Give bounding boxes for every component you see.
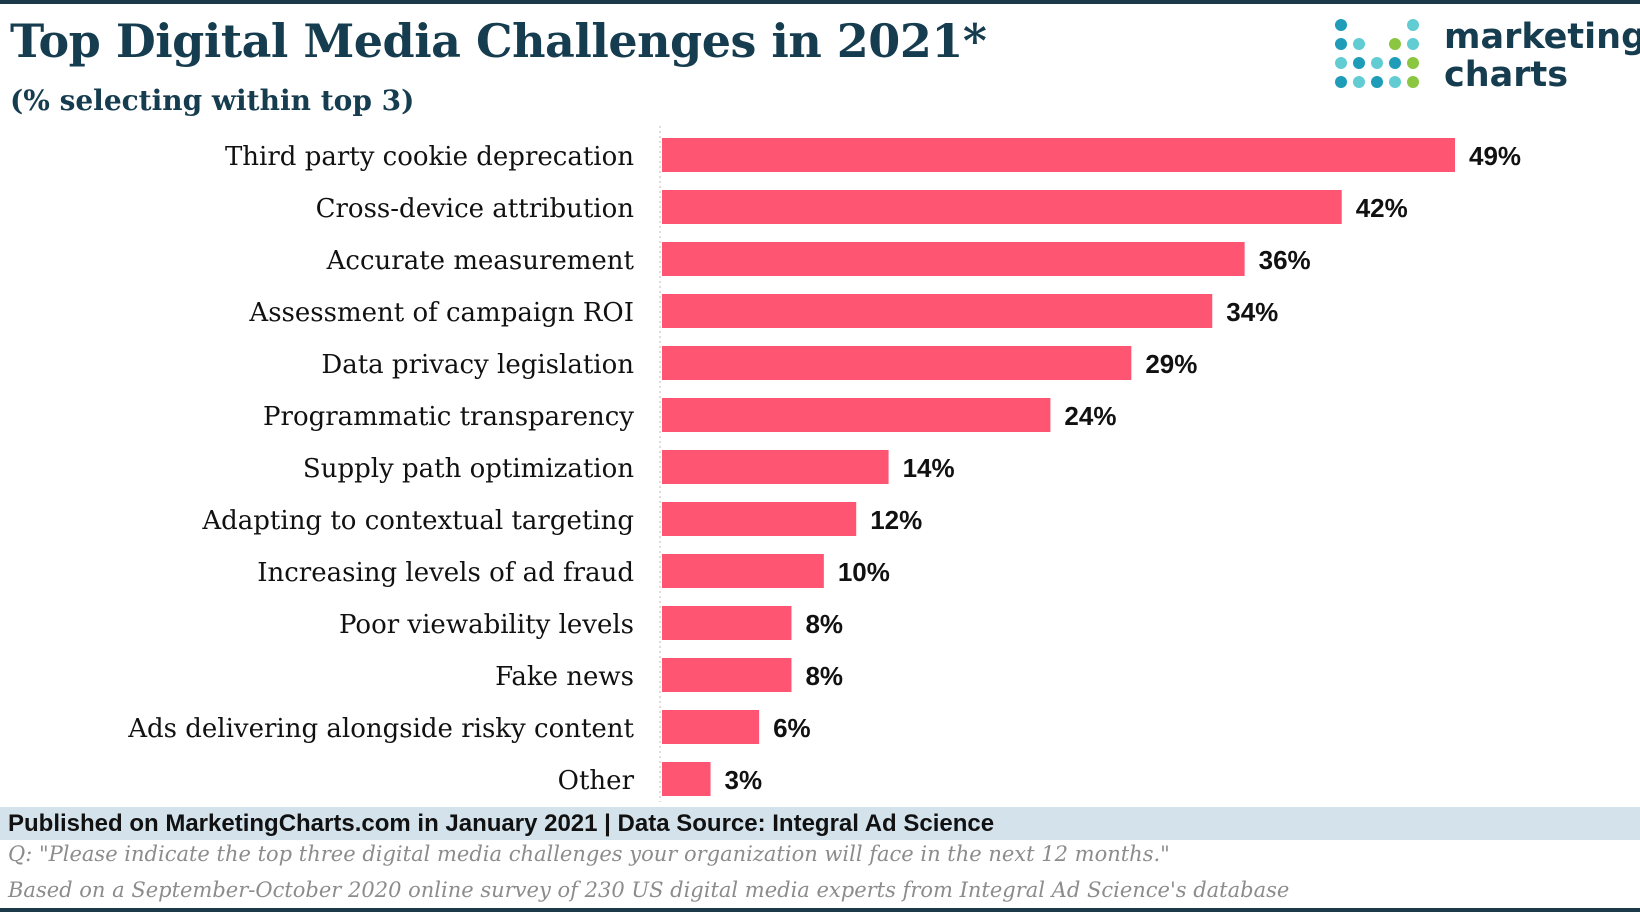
- logo-dot: [1353, 38, 1365, 50]
- logo-dot: [1407, 76, 1419, 88]
- bar: [662, 398, 1051, 432]
- logo-dot: [1389, 76, 1401, 88]
- category-label: Ads delivering alongside risky content: [127, 714, 634, 744]
- logo-dot: [1335, 57, 1347, 69]
- category-label: Data privacy legislation: [321, 350, 634, 380]
- logo-line-2: charts: [1444, 55, 1569, 95]
- data-label: 8%: [805, 609, 843, 639]
- logo-dot: [1389, 38, 1401, 50]
- category-label: Adapting to contextual targeting: [201, 506, 634, 536]
- data-label: 24%: [1064, 401, 1116, 431]
- bar: [662, 502, 857, 536]
- category-label: Third party cookie deprecation: [225, 142, 634, 172]
- logo-dot: [1371, 57, 1383, 69]
- bar: [662, 242, 1245, 276]
- logo-dot: [1353, 57, 1365, 69]
- bar: [662, 294, 1213, 328]
- category-label: Supply path optimization: [303, 454, 634, 484]
- data-label: 12%: [870, 505, 922, 535]
- bar: [662, 762, 711, 796]
- bar: [662, 658, 792, 692]
- data-label: 14%: [903, 453, 955, 483]
- marketingcharts-logo: marketing charts: [1334, 18, 1640, 98]
- data-label: 29%: [1145, 349, 1197, 379]
- logo-dot: [1407, 57, 1419, 69]
- logo-dot: [1335, 38, 1347, 50]
- logo-dots-icon: [1335, 19, 1419, 88]
- bar: [662, 450, 889, 484]
- logo-dot: [1353, 76, 1365, 88]
- data-label: 6%: [773, 713, 811, 743]
- category-label: Other: [558, 766, 635, 796]
- category-label: Accurate measurement: [326, 246, 635, 276]
- category-label: Increasing levels of ad fraud: [257, 558, 634, 588]
- bar: [662, 346, 1132, 380]
- footer-band: Published on MarketingCharts.com in Janu…: [0, 807, 1640, 840]
- logo-dot: [1407, 19, 1419, 31]
- logo-dot: [1371, 76, 1383, 88]
- bar: [662, 606, 792, 640]
- logo-dot: [1335, 19, 1347, 31]
- survey-question-note: Q: "Please indicate the top three digita…: [8, 842, 1170, 866]
- category-label: Poor viewability levels: [339, 610, 634, 640]
- top-rule: [0, 0, 1640, 4]
- bar-chart: Third party cookie deprecation 49% Cross-d…: [127, 126, 1521, 802]
- bar: [662, 138, 1455, 172]
- data-label: 8%: [805, 661, 843, 691]
- data-label: 3%: [725, 765, 763, 795]
- logo-dot: [1335, 76, 1347, 88]
- data-label: 49%: [1469, 141, 1521, 171]
- logo-dot: [1407, 38, 1419, 50]
- footer-published-source: Published on MarketingCharts.com in Janu…: [8, 810, 995, 837]
- category-label: Programmatic transparency: [263, 402, 634, 432]
- chart-subtitle: (% selecting within top 3): [10, 84, 415, 117]
- data-label: 36%: [1259, 245, 1311, 275]
- logo-wordmark: marketing charts: [1444, 18, 1640, 94]
- logo-line-1: marketing: [1444, 17, 1640, 57]
- bar: [662, 710, 760, 744]
- data-label: 34%: [1226, 297, 1278, 327]
- category-label: Cross-device attribution: [316, 194, 635, 224]
- bottom-rule: [0, 908, 1640, 912]
- category-label: Assessment of campaign ROI: [248, 298, 634, 328]
- logo-dot: [1389, 57, 1401, 69]
- survey-basis-note: Based on a September-October 2020 online…: [8, 878, 1290, 902]
- category-label: Fake news: [495, 662, 634, 692]
- bar: [662, 554, 824, 588]
- chart-title: Top Digital Media Challenges in 2021*: [10, 14, 987, 68]
- data-label: 42%: [1356, 193, 1408, 223]
- data-label: 10%: [838, 557, 890, 587]
- bar: [662, 190, 1342, 224]
